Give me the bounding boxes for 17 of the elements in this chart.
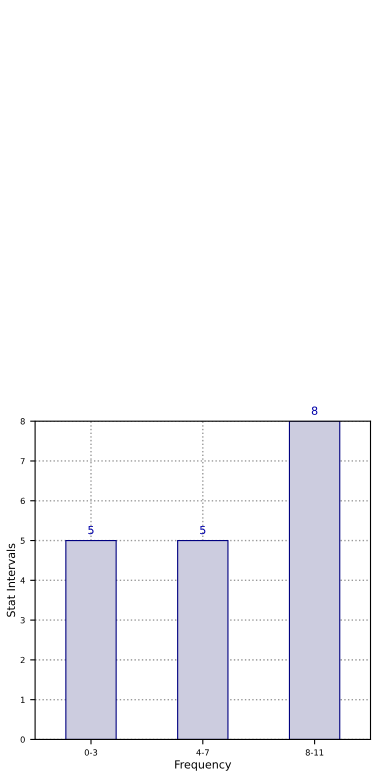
x-tick-label: 8-11	[306, 749, 324, 756]
y-tick-label: 7	[20, 458, 25, 464]
y-tick-label: 4	[20, 577, 25, 584]
y-tick-label: 5	[20, 538, 25, 544]
x-tick-label: 0-3	[84, 749, 98, 756]
y-tick-label: 0	[20, 736, 25, 743]
y-tick-label: 6	[20, 498, 25, 504]
y-tick-label: 3	[20, 617, 25, 624]
y-tick-label: 2	[20, 656, 25, 664]
y-tick-label: 1	[20, 696, 25, 703]
data-label: 5	[88, 526, 94, 534]
data-label: 8	[312, 406, 318, 415]
x-tick-label: 4-7	[196, 749, 209, 756]
data-label: 5	[200, 526, 206, 534]
x-axis-title: Frequency	[175, 760, 232, 771]
y-axis-title: Stat Intervals	[6, 544, 16, 617]
y-tick-label: 8	[20, 418, 25, 424]
